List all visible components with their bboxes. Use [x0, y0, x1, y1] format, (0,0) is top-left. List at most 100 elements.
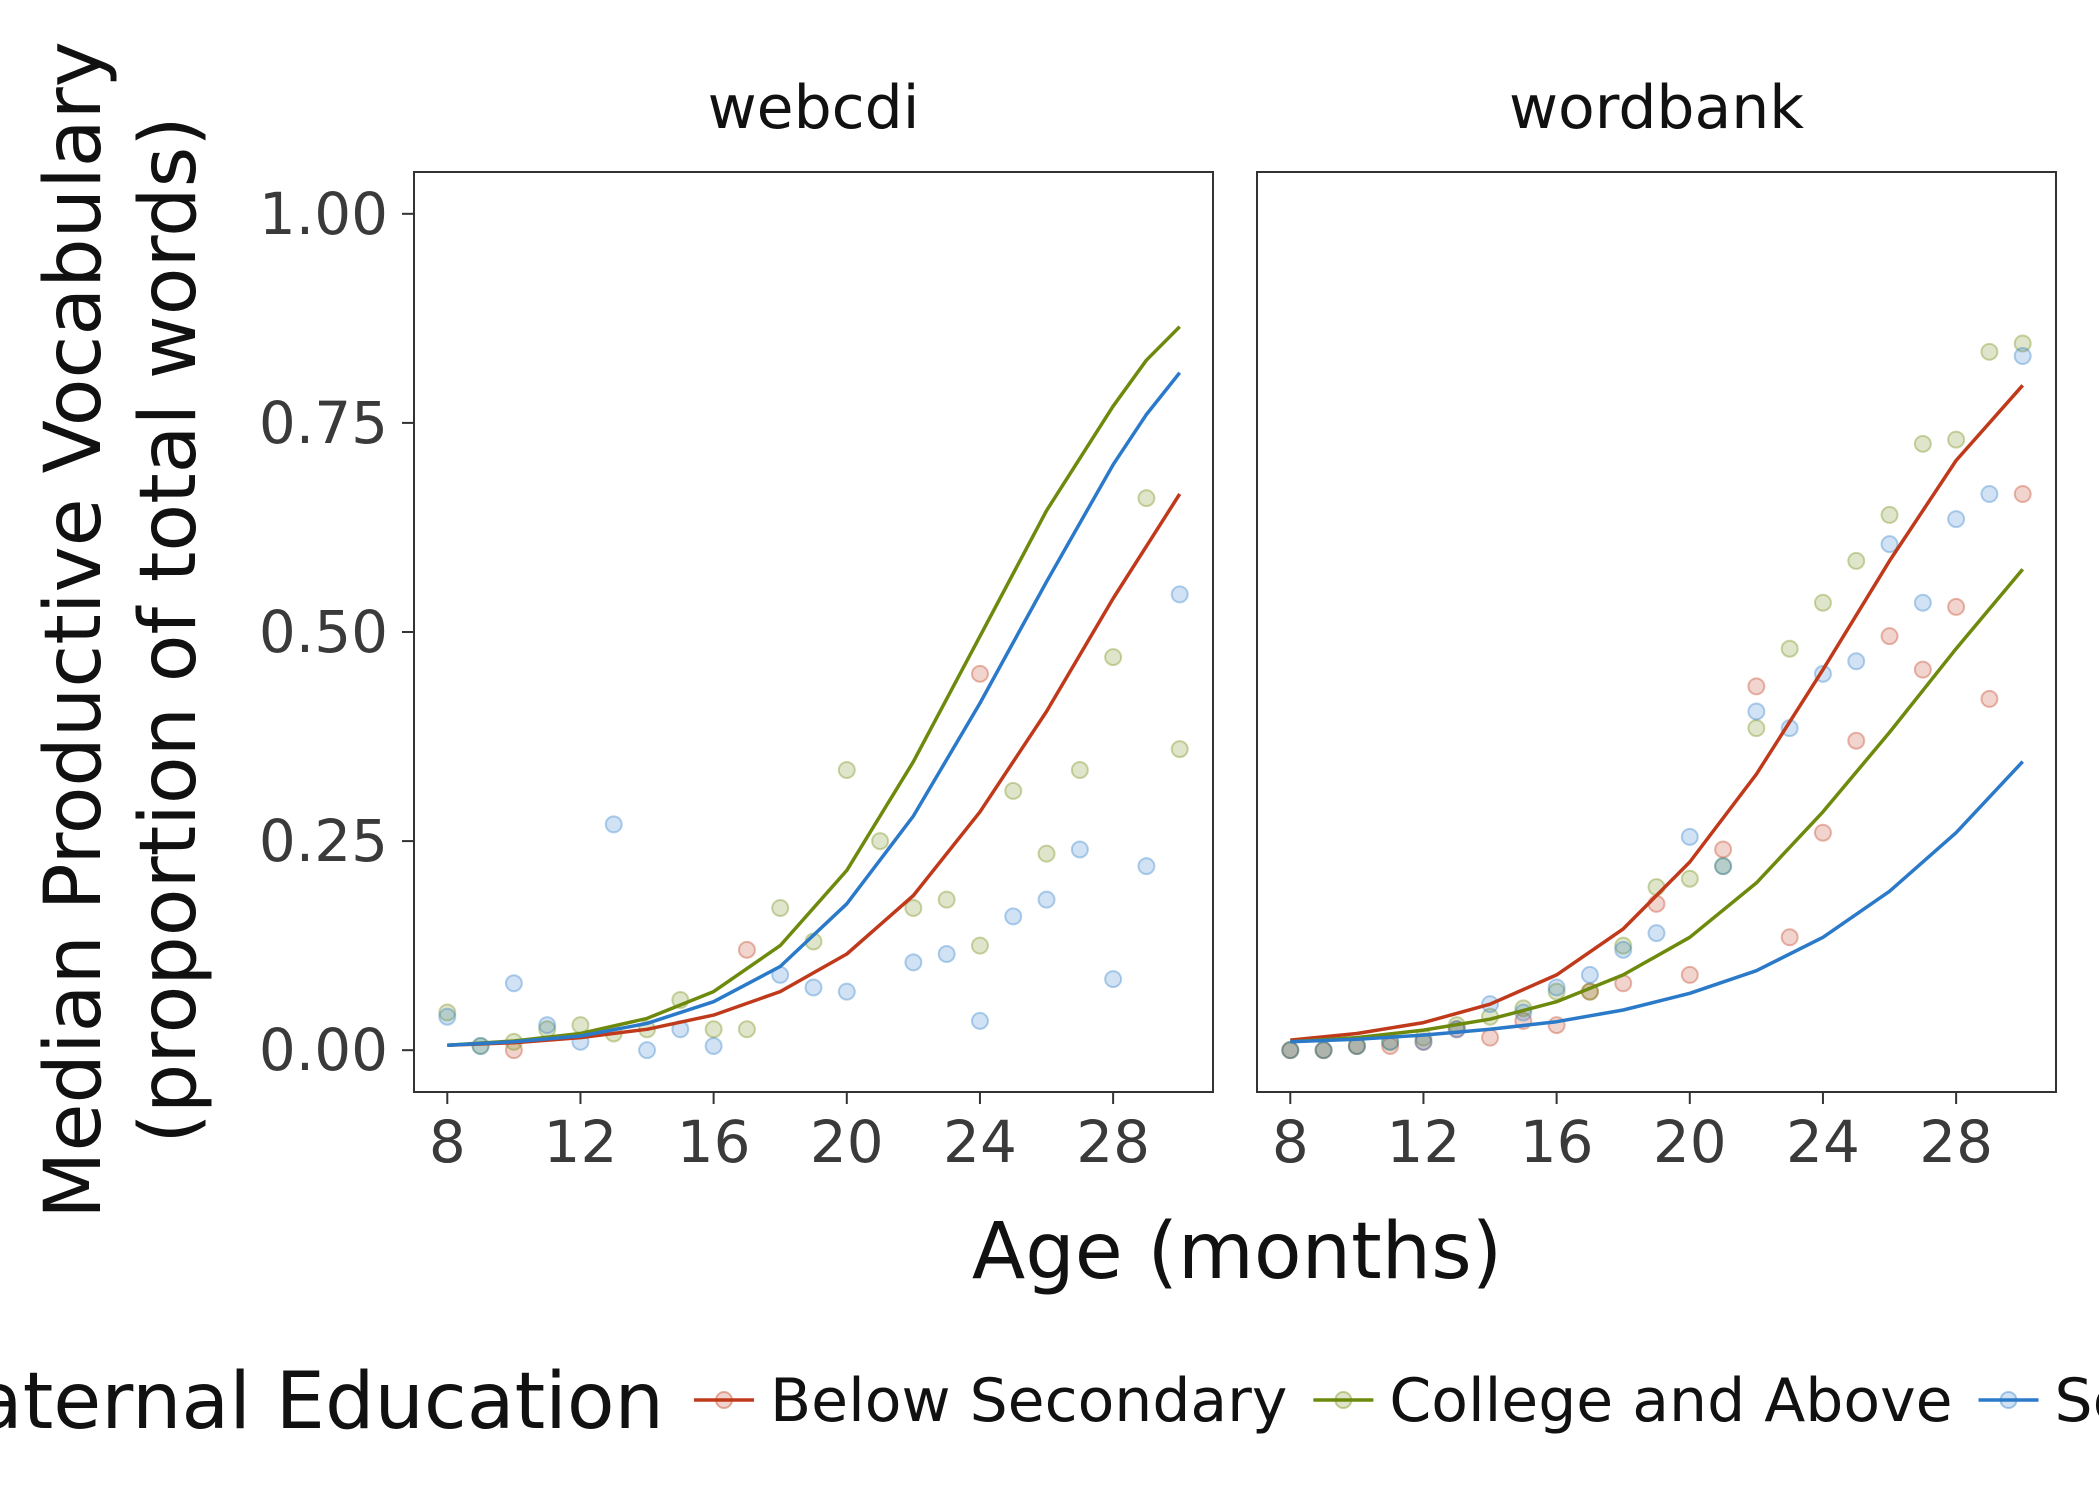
data-point-college-and-above — [1847, 551, 1866, 570]
data-point-college-and-above — [1780, 639, 1799, 658]
panel-border — [413, 171, 1214, 1093]
panel-border — [1256, 171, 2057, 1093]
data-point-secondary — [1070, 840, 1089, 859]
data-point-college-and-above — [1104, 648, 1123, 667]
x-tick-label: 20 — [810, 1108, 884, 1176]
data-point-college-and-above — [1004, 781, 1023, 800]
x-tick-label: 12 — [544, 1108, 618, 1176]
data-point-secondary — [904, 953, 923, 972]
x-tick-label: 20 — [1653, 1108, 1727, 1176]
legend-point — [715, 1391, 733, 1409]
data-point-secondary — [2013, 347, 2032, 365]
y-tick-label: 0.75 — [259, 389, 388, 457]
data-point-secondary — [504, 974, 523, 993]
fit-line-college-and-above — [1290, 568, 2025, 1044]
data-point-secondary — [1314, 1041, 1333, 1060]
data-point-secondary — [704, 1037, 723, 1055]
data-point-college-and-above — [1813, 593, 1832, 612]
data-point-below-secondary — [1880, 627, 1899, 646]
data-point-secondary — [937, 945, 956, 963]
data-point-college-and-above — [704, 1020, 723, 1039]
data-point-below-secondary — [1780, 928, 1799, 947]
legend-entries: Below Secondary College and Above Secondar… — [694, 1366, 2099, 1436]
legend: Maternal Education Below Secondary Colleg… — [0, 1357, 2099, 1447]
data-point-below-secondary — [1813, 823, 1832, 842]
data-point-below-secondary — [970, 664, 989, 683]
fit-line-secondary — [447, 371, 1182, 1047]
x-tick-label: 28 — [1919, 1108, 1993, 1176]
legend-key-college-and-above — [1313, 1391, 1374, 1409]
data-point-secondary — [1547, 978, 1566, 997]
data-point-secondary — [1004, 907, 1023, 926]
data-point-secondary — [538, 1016, 557, 1035]
data-point-below-secondary — [2013, 485, 2032, 503]
data-point-below-secondary — [737, 940, 756, 959]
fit-line-college-and-above — [447, 325, 1181, 1047]
facet-title: wordbank — [1509, 73, 1804, 143]
panels: webcdi 8 12 16 20 24 28 0.00 0.25 0.50 0.75 1.00 wor… — [259, 73, 2057, 1176]
data-point-below-secondary — [1281, 1041, 1300, 1060]
data-point-below-secondary — [1913, 660, 1932, 679]
data-point-college-and-above — [837, 761, 856, 779]
data-point-college-and-above — [737, 1020, 756, 1039]
data-point-secondary — [837, 982, 856, 1001]
data-point-college-and-above — [1747, 719, 1766, 738]
data-point-secondary — [1747, 702, 1766, 721]
data-point-secondary — [1947, 510, 1966, 529]
data-point-secondary — [1281, 1041, 1300, 1060]
y-axis-title: Median Productive Vocabulary (proportion… — [29, 41, 214, 1219]
data-point-secondary — [638, 1041, 657, 1060]
data-point-below-secondary — [1647, 894, 1666, 913]
legend-point — [1334, 1391, 1353, 1409]
legend-label-secondary: Secondary — [2055, 1366, 2099, 1436]
data-point-below-secondary — [1714, 840, 1733, 859]
legend-key-below-secondary — [694, 1391, 754, 1409]
data-point-below-secondary — [1481, 1028, 1500, 1047]
data-point-college-and-above — [871, 832, 890, 851]
data-point-college-and-above — [1880, 505, 1899, 524]
data-point-below-secondary — [1680, 965, 1699, 984]
legend-key-secondary — [1978, 1391, 2039, 1409]
fit-line-secondary — [1290, 760, 2024, 1044]
legend-label-below-secondary: Below Secondary — [770, 1366, 1287, 1436]
legend-title: Maternal Education — [0, 1357, 664, 1447]
data-point-secondary — [604, 815, 623, 834]
data-point-college-and-above — [904, 899, 923, 917]
data-point-secondary — [1880, 535, 1899, 554]
data-point-college-and-above — [1714, 857, 1733, 876]
data-point-below-secondary — [1847, 731, 1866, 750]
data-point-secondary — [1980, 485, 1999, 503]
x-tick-label: 24 — [1786, 1108, 1860, 1176]
data-point-college-and-above — [2013, 334, 2032, 353]
data-point-secondary — [1913, 593, 1932, 612]
data-point-below-secondary — [1980, 689, 1999, 708]
data-point-college-and-above — [1913, 434, 1932, 453]
data-point-secondary — [1580, 965, 1599, 984]
data-point-below-secondary — [1747, 677, 1766, 696]
data-point-college-and-above — [1137, 489, 1156, 508]
legend-point — [1999, 1391, 2018, 1409]
data-point-secondary — [1170, 585, 1189, 604]
data-point-secondary — [471, 1037, 490, 1055]
x-tick-label: 12 — [1387, 1108, 1461, 1176]
x-tick-label: 16 — [1520, 1108, 1594, 1176]
data-point-college-and-above — [1680, 869, 1699, 888]
x-axis-title: Age (months) — [972, 1207, 1502, 1297]
data-point-below-secondary — [1947, 597, 1966, 616]
y-tick-label: 1.00 — [259, 180, 388, 248]
data-point-college-and-above — [1947, 430, 1966, 449]
data-point-college-and-above — [771, 899, 790, 917]
data-point-college-and-above — [1281, 1041, 1300, 1060]
x-tick-label: 24 — [943, 1108, 1017, 1176]
data-point-secondary — [1680, 827, 1699, 846]
data-point-secondary — [970, 1011, 989, 1030]
data-point-college-and-above — [1980, 342, 1999, 361]
y-tick-label: 0.00 — [259, 1016, 388, 1084]
x-tick-label: 8 — [429, 1108, 466, 1176]
x-tick-label: 28 — [1076, 1108, 1150, 1176]
data-point-secondary — [1647, 924, 1666, 943]
data-point-college-and-above — [1547, 982, 1566, 1001]
data-point-college-and-above — [1070, 761, 1089, 779]
data-point-college-and-above — [1037, 844, 1056, 863]
